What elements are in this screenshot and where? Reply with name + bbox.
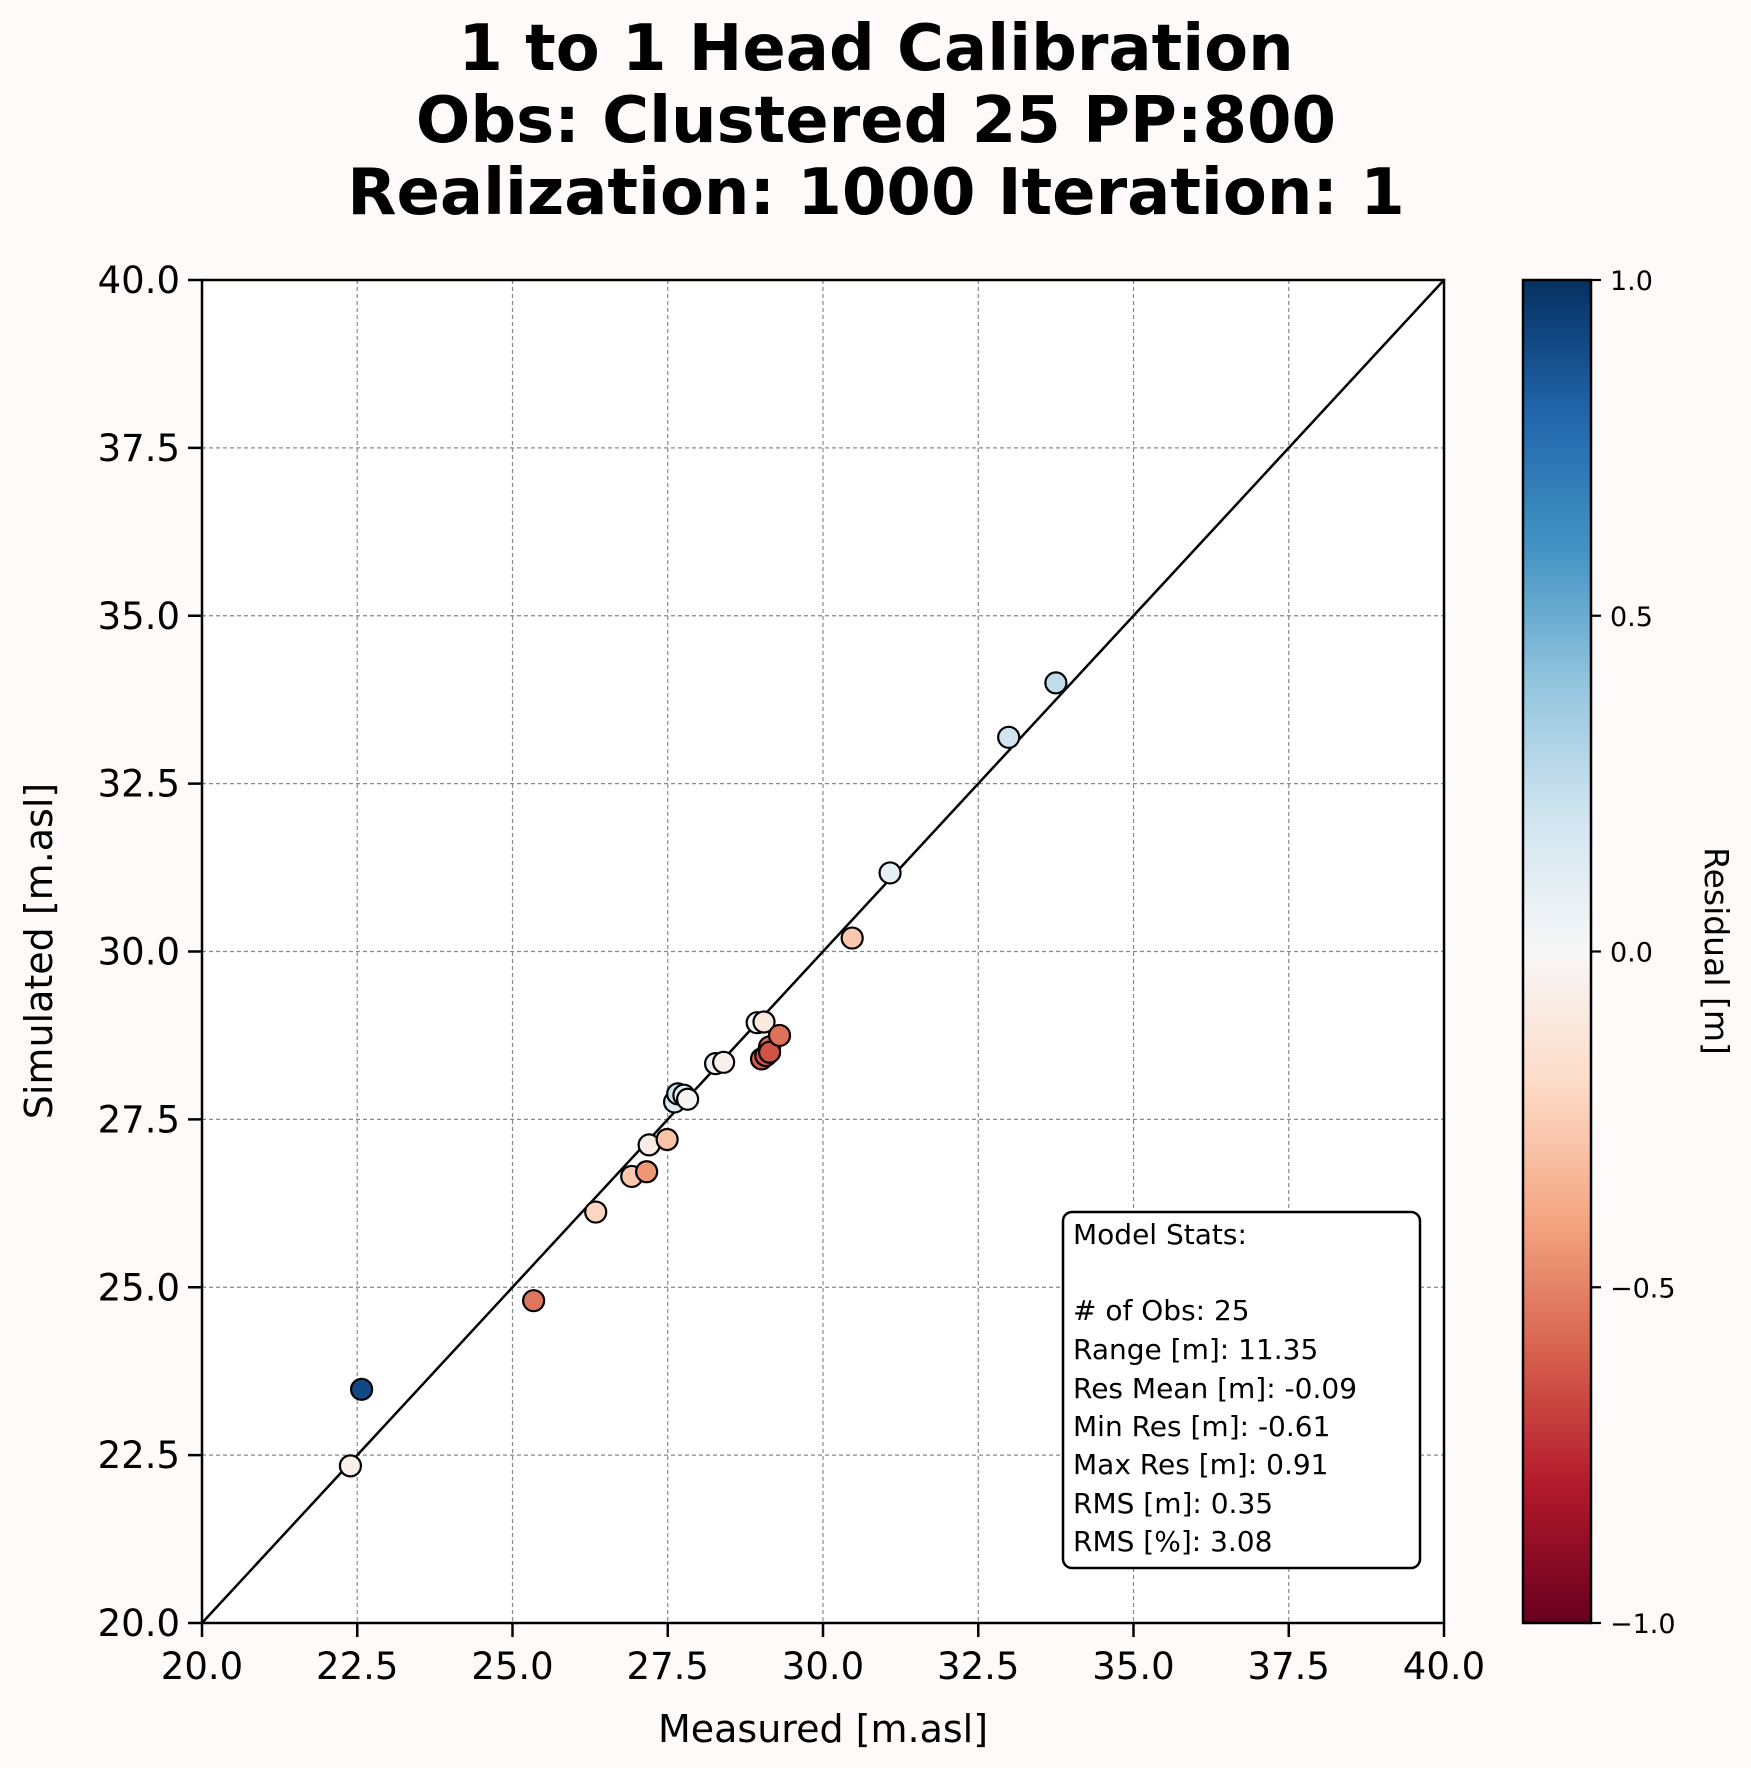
stats-line: RMS [m]: 0.35 — [1073, 1487, 1273, 1520]
title-line-1: 1 to 1 Head Calibration — [458, 12, 1293, 86]
x-tick-label: 20.0 — [161, 1645, 243, 1688]
data-point — [635, 1160, 659, 1184]
title-line-3: Realization: 1000 Iteration: 1 — [347, 156, 1405, 230]
data-point — [522, 1289, 546, 1313]
one-to-one-line — [201, 279, 1445, 1624]
data-point — [676, 1087, 700, 1111]
y-tick-label: 35.0 — [98, 595, 180, 638]
colorbar-tick-label: −0.5 — [1610, 1273, 1676, 1304]
x-tick-label: 30.0 — [782, 1645, 864, 1688]
x-tick-label: 32.5 — [937, 1645, 1019, 1688]
title-line-2: Obs: Clustered 25 PP:800 — [416, 84, 1336, 158]
y-tick-label: 20.0 — [98, 1602, 180, 1645]
y-tick-label: 32.5 — [98, 763, 180, 806]
y-tick-label: 27.5 — [98, 1098, 180, 1141]
data-points — [338, 671, 1068, 1478]
y-tick-label: 25.0 — [98, 1266, 180, 1309]
x-tick-label: 27.5 — [627, 1645, 709, 1688]
stats-line: # of Obs: 25 — [1073, 1294, 1250, 1327]
x-tick-label: 40.0 — [1403, 1645, 1485, 1688]
colorbar-tick-label: 1.0 — [1610, 266, 1653, 297]
data-point — [655, 1127, 679, 1152]
data-point — [712, 1050, 736, 1074]
data-point — [997, 725, 1021, 749]
colorbar: 1.0 0.5 0.0 −0.5 −1.0 Residual [m] — [1521, 266, 1736, 1640]
x-axis-ticks: 20.0 22.5 25.0 27.5 30.0 32.5 35.0 37.5 40.0 — [161, 1623, 1485, 1688]
colorbar-tick-label: 0.0 — [1610, 938, 1653, 969]
colorbar-label: Residual [m] — [1697, 847, 1736, 1055]
stats-line: RMS [%]: 3.08 — [1073, 1525, 1272, 1558]
stats-line: Max Res [m]: 0.91 — [1073, 1448, 1329, 1481]
stats-line: Model Stats: — [1073, 1218, 1247, 1251]
data-point — [349, 1377, 374, 1401]
y-tick-label: 40.0 — [98, 259, 180, 302]
x-tick-label: 35.0 — [1092, 1645, 1174, 1688]
x-axis-label: Measured [m.asl] — [658, 1707, 988, 1751]
data-point — [584, 1200, 608, 1224]
data-point — [752, 1010, 776, 1034]
stats-line: Range [m]: 11.35 — [1073, 1333, 1318, 1366]
colorbar-tick-label: 0.5 — [1610, 602, 1653, 633]
stats-box-frame — [1061, 1210, 1422, 1570]
data-point — [840, 926, 864, 950]
y-tick-label: 22.5 — [98, 1434, 180, 1477]
x-tick-label: 37.5 — [1248, 1645, 1330, 1688]
y-axis-ticks: 20.0 22.5 25.0 27.5 30.0 32.5 35.0 37.5 40.0 — [98, 259, 202, 1645]
stats-line: Res Mean [m]: -0.09 — [1073, 1372, 1357, 1405]
colorbar-ticks: 1.0 0.5 0.0 −0.5 −1.0 — [1591, 266, 1676, 1640]
colorbar-tick-label: −1.0 — [1610, 1609, 1676, 1640]
chart-title: 1 to 1 Head Calibration Obs: Clustered 2… — [347, 12, 1405, 230]
x-tick-label: 22.5 — [316, 1645, 398, 1688]
stats-line: Min Res [m]: -0.61 — [1073, 1410, 1330, 1443]
y-axis-label: Simulated [m.asl] — [17, 783, 61, 1120]
data-point — [878, 861, 902, 885]
grid-lines — [202, 280, 1444, 1623]
y-tick-label: 37.5 — [98, 427, 180, 470]
model-stats-box: Model Stats: # of Obs: 25 Range [m]: 11.… — [1061, 1210, 1422, 1570]
data-point — [757, 1040, 782, 1064]
data-point — [338, 1454, 363, 1478]
data-point — [1044, 671, 1068, 695]
colorbar-gradient — [1521, 278, 1593, 1625]
y-tick-label: 30.0 — [98, 931, 180, 974]
data-point — [767, 1023, 792, 1048]
x-tick-label: 25.0 — [471, 1645, 553, 1688]
